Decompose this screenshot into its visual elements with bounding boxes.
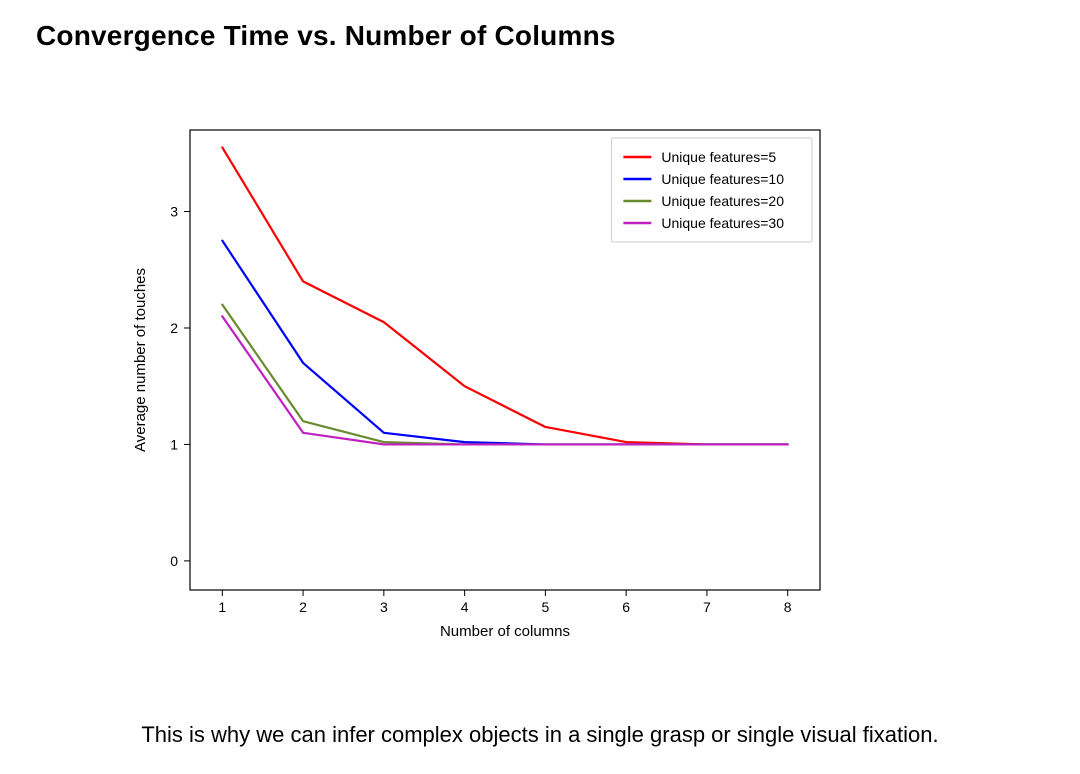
x-tick-label: 3 (380, 599, 388, 615)
x-tick-label: 2 (299, 599, 307, 615)
x-tick-label: 5 (541, 599, 549, 615)
legend-label: Unique features=20 (661, 193, 784, 209)
x-tick-label: 1 (218, 599, 226, 615)
y-tick-label: 2 (170, 320, 178, 336)
chart-container: 1 2 3 4 5 6 7 8 0 1 2 3 Number of columns Average num… (120, 100, 860, 660)
legend-label: Unique features=30 (661, 215, 784, 231)
legend: Unique features=5 Unique features=10 Uniqu… (611, 138, 812, 242)
y-tick-label: 0 (170, 553, 178, 569)
x-axis-label: Number of columns (440, 623, 570, 640)
page-title: Convergence Time vs. Number of Columns (36, 20, 616, 52)
caption-text: This is why we can infer complex objects… (0, 722, 1080, 748)
legend-label: Unique features=5 (661, 149, 776, 165)
legend-label: Unique features=10 (661, 171, 784, 187)
x-tick-label: 8 (784, 599, 792, 615)
x-tick-label: 7 (703, 599, 711, 615)
x-tick-label: 4 (461, 599, 469, 615)
page: Convergence Time vs. Number of Columns 1… (0, 0, 1080, 774)
y-tick-label: 3 (170, 204, 178, 220)
y-axis-label: Average number of touches (132, 268, 149, 452)
x-tick-label: 6 (622, 599, 630, 615)
convergence-chart: 1 2 3 4 5 6 7 8 0 1 2 3 Number of columns Average num… (120, 100, 860, 660)
y-tick-label: 1 (170, 436, 178, 452)
